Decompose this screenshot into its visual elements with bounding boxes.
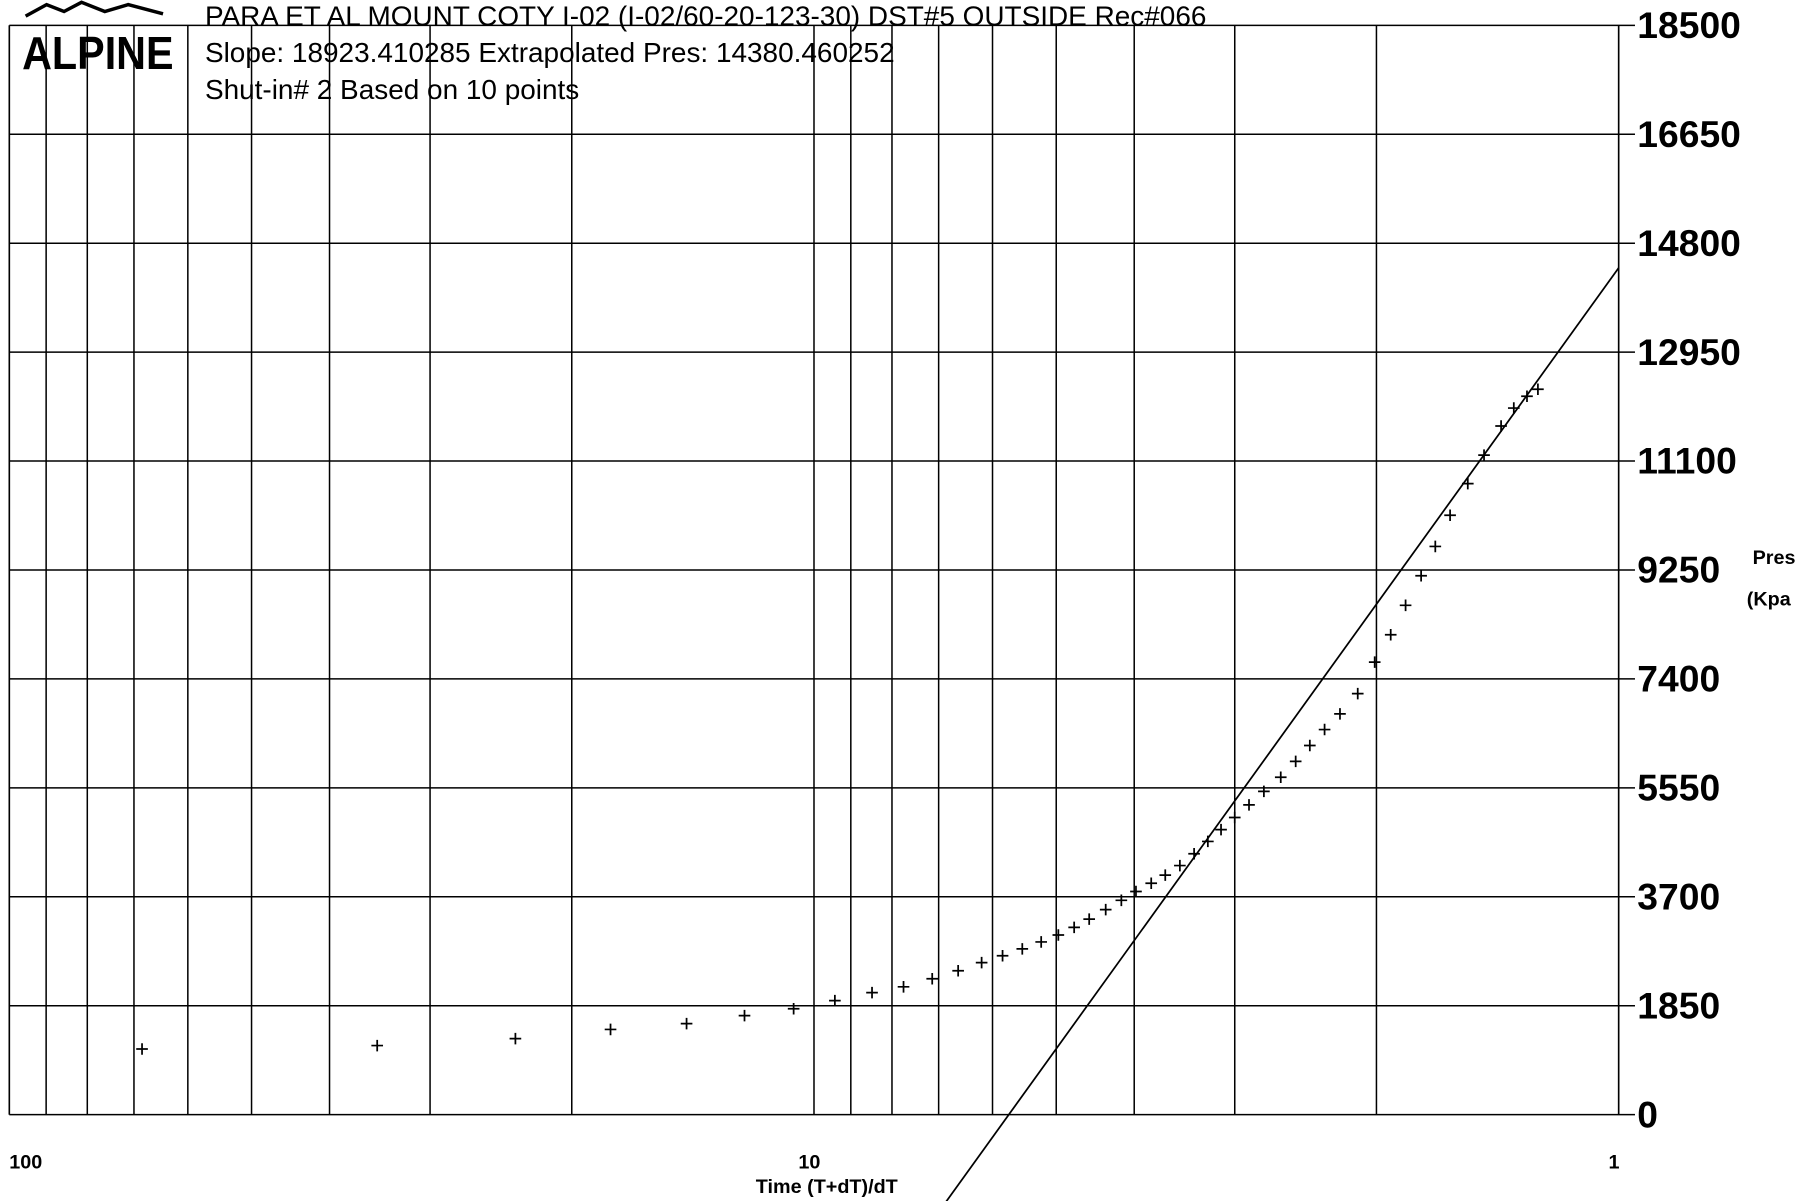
data-point <box>1052 929 1065 941</box>
data-point <box>1099 903 1112 916</box>
y-tick-label: 18500 <box>1637 4 1741 46</box>
data-point <box>975 956 988 969</box>
fit-line <box>945 267 1620 1201</box>
data-point <box>1318 723 1331 736</box>
data-point <box>1444 509 1456 521</box>
data-point <box>1174 859 1186 872</box>
x-tick-label: 10 <box>798 1152 820 1174</box>
data-point <box>1304 739 1316 752</box>
data-point <box>1334 708 1346 720</box>
data-point <box>1215 823 1227 836</box>
data-point <box>1415 569 1427 582</box>
data-point <box>1507 402 1520 414</box>
logo-mark <box>24 0 164 18</box>
data-point <box>1399 599 1412 612</box>
data-point <box>1243 799 1255 811</box>
data-point <box>509 1032 522 1045</box>
x-tick-label: 100 <box>9 1152 42 1174</box>
data-point <box>1159 869 1172 881</box>
data-point <box>1115 894 1128 907</box>
data-point <box>604 1023 617 1036</box>
data-point <box>1258 785 1270 798</box>
data-point <box>1035 936 1048 948</box>
data-point <box>738 1009 751 1022</box>
data-point <box>1384 628 1397 641</box>
data-point <box>1016 943 1029 955</box>
data-point <box>371 1039 384 1052</box>
y-tick-label: 5550 <box>1637 767 1720 809</box>
y-tick-label: 7400 <box>1637 658 1720 700</box>
data-point <box>1461 477 1474 490</box>
y-tick-label: 16650 <box>1637 113 1741 155</box>
y-tick-label: 12950 <box>1637 331 1741 373</box>
data-point <box>1228 811 1241 824</box>
y-tick-label: 11100 <box>1637 440 1736 482</box>
y-tick-label: 14800 <box>1637 222 1741 264</box>
data-point <box>1532 383 1544 395</box>
logo-text: ALPINE <box>22 27 173 79</box>
x-axis-label: Time (T+dT)/dT <box>756 1176 898 1198</box>
data-point <box>1289 755 1302 768</box>
y-tick-label: 1850 <box>1637 985 1720 1027</box>
data-point <box>1429 540 1442 553</box>
logo-box <box>20 0 179 79</box>
data-point <box>1478 449 1490 461</box>
y-tick-label: 0 <box>1637 1093 1658 1135</box>
data-point <box>952 964 964 977</box>
y-tick-label: 9250 <box>1637 549 1720 591</box>
chart-subtitle: Slope: 18923.410285 Extrapolated Pres: 1… <box>205 37 895 68</box>
data-point <box>897 981 910 993</box>
data-point <box>136 1043 148 1055</box>
x-tick-label: 1 <box>1609 1152 1620 1174</box>
data-point <box>1130 885 1142 898</box>
data-point <box>1274 771 1287 784</box>
data-point <box>1368 656 1381 668</box>
data-point <box>680 1017 693 1030</box>
data-point <box>1145 877 1158 889</box>
data-point <box>829 994 841 1007</box>
y-axis-label: Pres <box>1753 547 1796 569</box>
data-point <box>926 972 939 985</box>
data-point <box>1188 848 1200 860</box>
chart-title: PARA ET AL MOUNT COTY I-02 (I-02/60-20-1… <box>205 0 1206 31</box>
data-point <box>787 1002 800 1015</box>
y-tick-label: 3700 <box>1637 876 1720 918</box>
data-point <box>1521 390 1533 403</box>
data-point <box>1083 913 1096 925</box>
data-point <box>1351 687 1364 700</box>
chart-note: Shut-in# 2 Based on 10 points <box>205 74 579 105</box>
data-point <box>996 949 1009 962</box>
data-point <box>866 986 878 999</box>
y-axis-label: (Kpa <box>1747 589 1792 611</box>
data-point <box>1068 921 1080 934</box>
data-point <box>1202 835 1214 848</box>
data-point <box>1495 420 1507 432</box>
